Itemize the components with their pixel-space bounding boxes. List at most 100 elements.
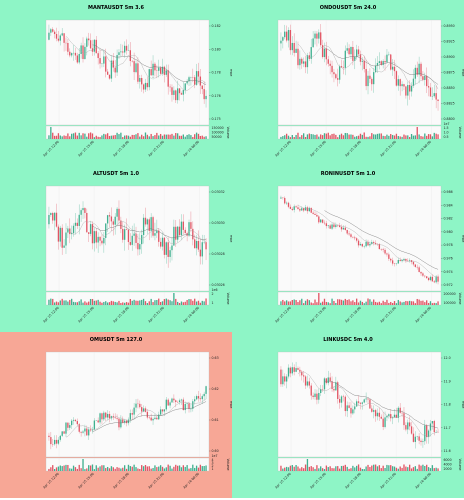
volume-bar (125, 135, 128, 139)
volume-bar (139, 136, 141, 139)
price-tick-label: 12.0 (444, 356, 451, 360)
volume-bar (325, 133, 328, 139)
candle-body (304, 61, 307, 68)
candle-body (426, 425, 428, 438)
x-tick-label: Apr 15 15:00 (77, 472, 95, 490)
candle-body (346, 229, 348, 234)
candle-body (373, 242, 375, 243)
volume-bar (76, 135, 79, 139)
volume-bar (289, 465, 292, 471)
candle-body (378, 243, 381, 250)
volume-bar (367, 136, 369, 139)
candle-body (167, 399, 169, 406)
volume-bar (105, 134, 107, 139)
volume-bar (391, 134, 394, 139)
candle-body (342, 227, 345, 230)
x-tick-label: Apr 16 00:00 (414, 472, 432, 490)
candle-body (397, 407, 399, 418)
candle-body (355, 401, 358, 407)
candle-body (159, 67, 162, 74)
volume-bar (52, 132, 54, 139)
candle-body (297, 48, 299, 66)
candle-body (371, 78, 373, 85)
volume-bar (282, 299, 284, 305)
candle-body (314, 33, 316, 39)
volume-bar (325, 465, 328, 471)
volume-multiplier: 1e7 (212, 454, 218, 458)
volume-bar (52, 298, 54, 305)
volume-bar (154, 465, 156, 471)
candle-body (88, 232, 90, 234)
volume-bar (129, 298, 132, 305)
x-tick-label: Apr 15 12:00 (42, 140, 60, 158)
candle-body (359, 402, 362, 404)
volume-bar (99, 137, 101, 139)
candle-body (350, 234, 352, 237)
volume-bar (302, 468, 305, 471)
volume-bar (429, 468, 432, 471)
volume-bar (399, 466, 401, 471)
price-tick-label: 0.8950 (444, 24, 455, 28)
candle-body (399, 407, 401, 413)
candle-body (327, 377, 329, 384)
volume-bar (86, 136, 88, 139)
volume-bar (282, 468, 284, 471)
candle-body (293, 206, 295, 210)
candle-body (346, 48, 348, 51)
volume-bar (308, 300, 311, 305)
candle-body (282, 376, 284, 385)
candle-body (114, 216, 116, 225)
volume-bar (301, 298, 303, 305)
candle-body (201, 242, 203, 257)
candle-body (69, 425, 71, 428)
volume-bar (131, 466, 133, 471)
volume-bar (393, 466, 396, 471)
volume-bar (403, 301, 405, 305)
volume-bar (359, 300, 362, 305)
candle-body (176, 88, 179, 101)
volume-plot-area (277, 125, 442, 140)
candle-body (367, 398, 369, 400)
volume-bar (122, 467, 124, 471)
candle-body (108, 74, 111, 79)
volume-bar (424, 302, 426, 305)
candle-body (323, 378, 326, 390)
volume-bar (431, 465, 434, 471)
candle-body (201, 85, 203, 90)
candle-body (195, 71, 198, 85)
volume-bar (158, 298, 160, 305)
candle-body (422, 273, 424, 276)
volume-bar (84, 469, 86, 471)
candle-body (344, 227, 346, 230)
volume-tick-label: 1 (212, 301, 214, 305)
volume-bar (53, 302, 56, 305)
volume-bar (142, 136, 145, 139)
volume-bar (401, 302, 403, 305)
volume-bar (95, 465, 97, 471)
volume-bar (414, 135, 417, 139)
volume-bar (203, 136, 205, 139)
candle-body (48, 435, 50, 438)
volume-bar (118, 300, 120, 305)
candle-body (348, 233, 350, 235)
volume-tick-label: 150000 (212, 126, 224, 130)
candle-body (63, 33, 65, 43)
volume-bar (139, 300, 141, 305)
volume-bar (59, 300, 61, 305)
volume-bar (88, 133, 90, 139)
volume-bar (320, 134, 322, 139)
volume-bar (57, 466, 60, 471)
candle-body (335, 225, 337, 227)
candle-body (186, 403, 188, 404)
moving-average-line (324, 210, 439, 270)
volume-bar (335, 466, 337, 471)
candle-body (357, 240, 360, 246)
candle-body (403, 84, 405, 87)
volume-bar (135, 467, 137, 471)
chart-svg: ALTUSDT 5m 1.0 0.03032 0.03030 0.03028 0.030… (42, 171, 232, 323)
candle-body (112, 416, 114, 418)
volume-bar (186, 465, 188, 471)
candle-body (93, 420, 96, 430)
volume-bar (154, 300, 156, 305)
volume-bar (333, 133, 335, 139)
